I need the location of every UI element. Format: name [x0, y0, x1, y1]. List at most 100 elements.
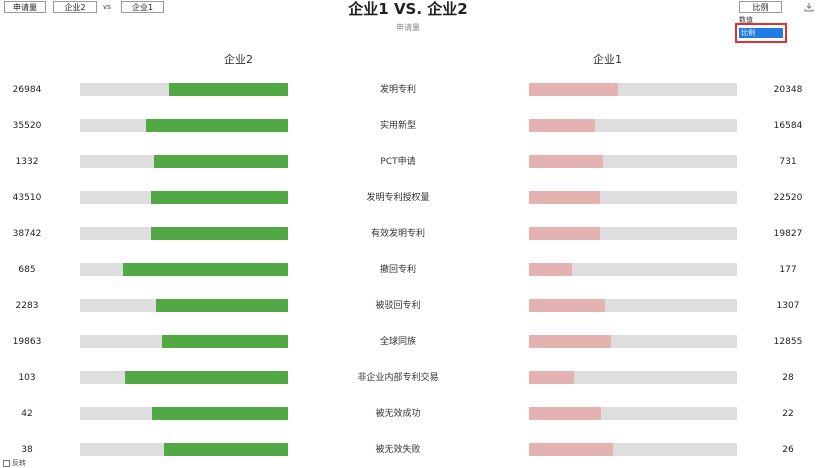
left-bar-track — [80, 83, 288, 96]
metric-label: 被驳回专利 — [375, 301, 421, 311]
left-value: 26984 — [12, 85, 42, 95]
metric-label: 有效发明专利 — [370, 229, 425, 239]
left-bar — [146, 119, 288, 132]
left-value: 35520 — [12, 121, 42, 131]
company2-select-button[interactable]: 企业2 — [53, 1, 97, 13]
right-bar-track — [529, 263, 737, 276]
left-bar — [125, 371, 288, 384]
left-column-title: 企业2 — [224, 53, 253, 66]
right-column-title: 企业1 — [593, 53, 622, 66]
page-title: 企业1 VS. 企业2 — [348, 0, 468, 18]
left-bar-track — [80, 407, 288, 420]
right-bar-track — [529, 155, 737, 168]
right-bar — [529, 263, 572, 276]
reverse-toggle[interactable]: 反转 — [3, 458, 26, 468]
metric-label: 发明专利授权量 — [366, 193, 430, 203]
left-bar — [151, 191, 288, 204]
right-bar-track — [529, 227, 737, 240]
dropdown-option-ratio[interactable]: 比例 — [739, 28, 783, 38]
metric-label: 全球同族 — [379, 337, 416, 347]
left-value: 103 — [18, 373, 36, 383]
left-bar — [156, 299, 288, 312]
page-subtitle: 申请量 — [396, 23, 420, 32]
left-value: 2283 — [15, 301, 39, 311]
right-bar-track — [529, 371, 737, 384]
metric-label: 发明专利 — [379, 85, 416, 95]
company1-select-button[interactable]: 企业1 — [121, 1, 164, 13]
right-bar-track — [529, 83, 737, 96]
dropdown-option-value[interactable]: 数值 — [739, 16, 753, 24]
left-bar — [123, 263, 288, 276]
left-value: 38 — [21, 445, 33, 455]
left-value: 1332 — [15, 157, 39, 167]
right-value: 28 — [782, 373, 794, 383]
left-bar-track — [80, 335, 288, 348]
right-bar — [529, 443, 613, 456]
left-bar-track — [80, 119, 288, 132]
right-value: 26 — [782, 445, 794, 455]
right-bar — [529, 371, 574, 384]
left-value: 38742 — [12, 229, 42, 239]
right-bar — [529, 227, 600, 240]
right-value: 19827 — [773, 229, 803, 239]
left-bar-track — [80, 227, 288, 240]
left-value: 43510 — [12, 193, 42, 203]
right-bar — [529, 407, 601, 420]
right-bar — [529, 335, 611, 348]
comparison-row: 2283 被驳回专利 1307 — [0, 299, 816, 313]
reverse-label: 反转 — [12, 459, 26, 467]
left-bar-track — [80, 191, 288, 204]
metric-label: 撤回专利 — [379, 265, 416, 275]
metric-label: PCT申请 — [380, 157, 416, 167]
download-icon[interactable] — [804, 2, 814, 12]
metric-label: 被无效失败 — [375, 445, 421, 455]
reverse-checkbox[interactable] — [3, 459, 10, 467]
right-value: 22 — [782, 409, 794, 419]
comparison-row: 19863 全球同族 12855 — [0, 335, 816, 349]
left-bar — [169, 83, 288, 96]
left-bar — [154, 155, 288, 168]
right-bar — [529, 119, 595, 132]
metric-label: 被无效成功 — [375, 409, 421, 419]
comparison-row: 103 非企业内部专利交易 28 — [0, 371, 816, 385]
metric-label: 非企业内部专利交易 — [357, 373, 439, 383]
right-value: 20348 — [773, 85, 803, 95]
right-bar — [529, 155, 603, 168]
comparison-row: 35520 实用新型 16584 — [0, 119, 816, 133]
right-value: 1307 — [776, 301, 800, 311]
right-value: 22520 — [773, 193, 803, 203]
right-bar — [529, 299, 605, 312]
left-bar-track — [80, 263, 288, 276]
display-mode-dropdown[interactable]: 比例 — [735, 23, 787, 43]
right-bar-track — [529, 191, 737, 204]
right-bar — [529, 191, 600, 204]
right-value: 12855 — [773, 337, 803, 347]
left-value: 42 — [21, 409, 33, 419]
right-bar-track — [529, 443, 737, 456]
metric-button[interactable]: 申请量 — [4, 1, 46, 13]
left-bar-track — [80, 371, 288, 384]
comparison-row: 38742 有效发明专利 19827 — [0, 227, 816, 241]
right-bar-track — [529, 119, 737, 132]
right-value: 177 — [779, 265, 797, 275]
right-value: 16584 — [773, 121, 803, 131]
metric-label: 实用新型 — [379, 121, 416, 131]
comparison-row: 42 被无效成功 22 — [0, 407, 816, 421]
left-bar — [164, 443, 288, 456]
left-bar — [162, 335, 288, 348]
left-bar — [152, 407, 288, 420]
left-bar-track — [80, 155, 288, 168]
right-bar-track — [529, 335, 737, 348]
left-value: 685 — [18, 265, 36, 275]
comparison-row: 1332 PCT申请 731 — [0, 155, 816, 169]
left-bar — [151, 227, 288, 240]
comparison-row: 43510 发明专利授权量 22520 — [0, 191, 816, 205]
left-bar-track — [80, 443, 288, 456]
left-bar-track — [80, 299, 288, 312]
vs-label: vs — [103, 3, 111, 11]
comparison-row: 685 撤回专利 177 — [0, 263, 816, 277]
comparison-row: 38 被无效失败 26 — [0, 443, 816, 457]
comparison-row: 26984 发明专利 20348 — [0, 83, 816, 97]
display-mode-button[interactable]: 比例 — [739, 1, 782, 13]
right-bar-track — [529, 299, 737, 312]
